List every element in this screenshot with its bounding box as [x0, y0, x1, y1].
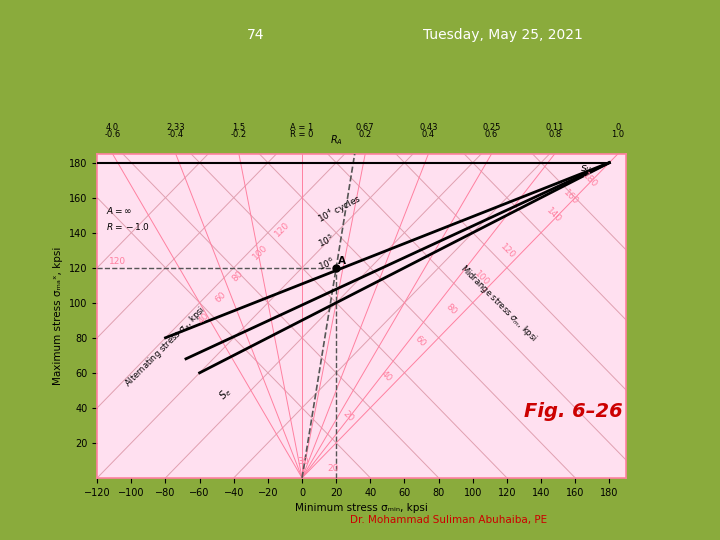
- Text: 2.33: 2.33: [166, 123, 185, 132]
- Text: 0.4: 0.4: [422, 130, 435, 139]
- Text: 60: 60: [213, 291, 228, 305]
- Text: 74: 74: [246, 28, 264, 42]
- Text: $10^5$: $10^5$: [315, 232, 336, 250]
- Text: A = 1: A = 1: [290, 123, 314, 132]
- Text: -0.6: -0.6: [104, 130, 121, 139]
- Text: 120: 120: [273, 220, 292, 238]
- Text: 180: 180: [580, 171, 599, 189]
- Text: 1.0: 1.0: [611, 130, 624, 139]
- Text: 30: 30: [297, 457, 308, 466]
- Text: $A = \infty$
$R = -1.0$: $A = \infty$ $R = -1.0$: [106, 205, 150, 232]
- Text: 0.67: 0.67: [356, 123, 374, 132]
- Text: 0.6: 0.6: [485, 130, 498, 139]
- Text: 100: 100: [251, 242, 269, 261]
- Text: 20: 20: [341, 409, 356, 424]
- Text: 140: 140: [544, 206, 563, 224]
- Text: 4.0: 4.0: [106, 123, 119, 132]
- Text: 100: 100: [473, 269, 491, 287]
- Y-axis label: Maximum stress σₘₐˣ, kpsi: Maximum stress σₘₐˣ, kpsi: [53, 247, 63, 385]
- Text: Master Fatigue Diagram: Master Fatigue Diagram: [29, 68, 407, 96]
- Text: -0.2: -0.2: [231, 130, 247, 139]
- Text: Midrange stress $\sigma_m$, kpsi: Midrange stress $\sigma_m$, kpsi: [457, 261, 540, 344]
- Text: A: A: [338, 256, 346, 266]
- Text: 0.25: 0.25: [482, 123, 500, 132]
- Text: 0.11: 0.11: [546, 123, 564, 132]
- Text: 0.2: 0.2: [359, 130, 372, 139]
- Text: -0.4: -0.4: [168, 130, 184, 139]
- Text: R = 0: R = 0: [290, 130, 314, 139]
- Text: $S_e$: $S_e$: [217, 384, 235, 403]
- Text: $10^6$: $10^6$: [315, 255, 336, 273]
- Text: 0.8: 0.8: [548, 130, 562, 139]
- Text: 80: 80: [444, 302, 458, 317]
- Text: 0: 0: [615, 123, 621, 132]
- X-axis label: Minimum stress σₘᵢₙ, kpsi: Minimum stress σₘᵢₙ, kpsi: [295, 503, 428, 513]
- Text: $s_u$: $s_u$: [580, 164, 593, 175]
- Text: Fig. 6–26: Fig. 6–26: [524, 402, 623, 421]
- Text: Tuesday, May 25, 2021: Tuesday, May 25, 2021: [423, 28, 583, 42]
- Text: 120: 120: [109, 257, 126, 266]
- Text: 20: 20: [328, 464, 339, 473]
- Text: 40: 40: [379, 369, 393, 383]
- Text: 1.5: 1.5: [233, 123, 246, 132]
- Text: 0.43: 0.43: [419, 123, 438, 132]
- Text: $R_A$: $R_A$: [330, 133, 343, 147]
- Text: 160: 160: [562, 188, 580, 207]
- Text: 40: 40: [197, 312, 211, 326]
- Text: 80: 80: [230, 269, 245, 284]
- Text: Dr. Mohammad Suliman Abuhaiba, PE: Dr. Mohammad Suliman Abuhaiba, PE: [350, 515, 547, 525]
- Text: Alternating stress $\sigma_a$, kpsi: Alternating stress $\sigma_a$, kpsi: [122, 303, 209, 390]
- Text: $10^4$ cycles: $10^4$ cycles: [315, 192, 365, 227]
- Text: 120: 120: [498, 242, 517, 261]
- Text: 60: 60: [413, 334, 428, 348]
